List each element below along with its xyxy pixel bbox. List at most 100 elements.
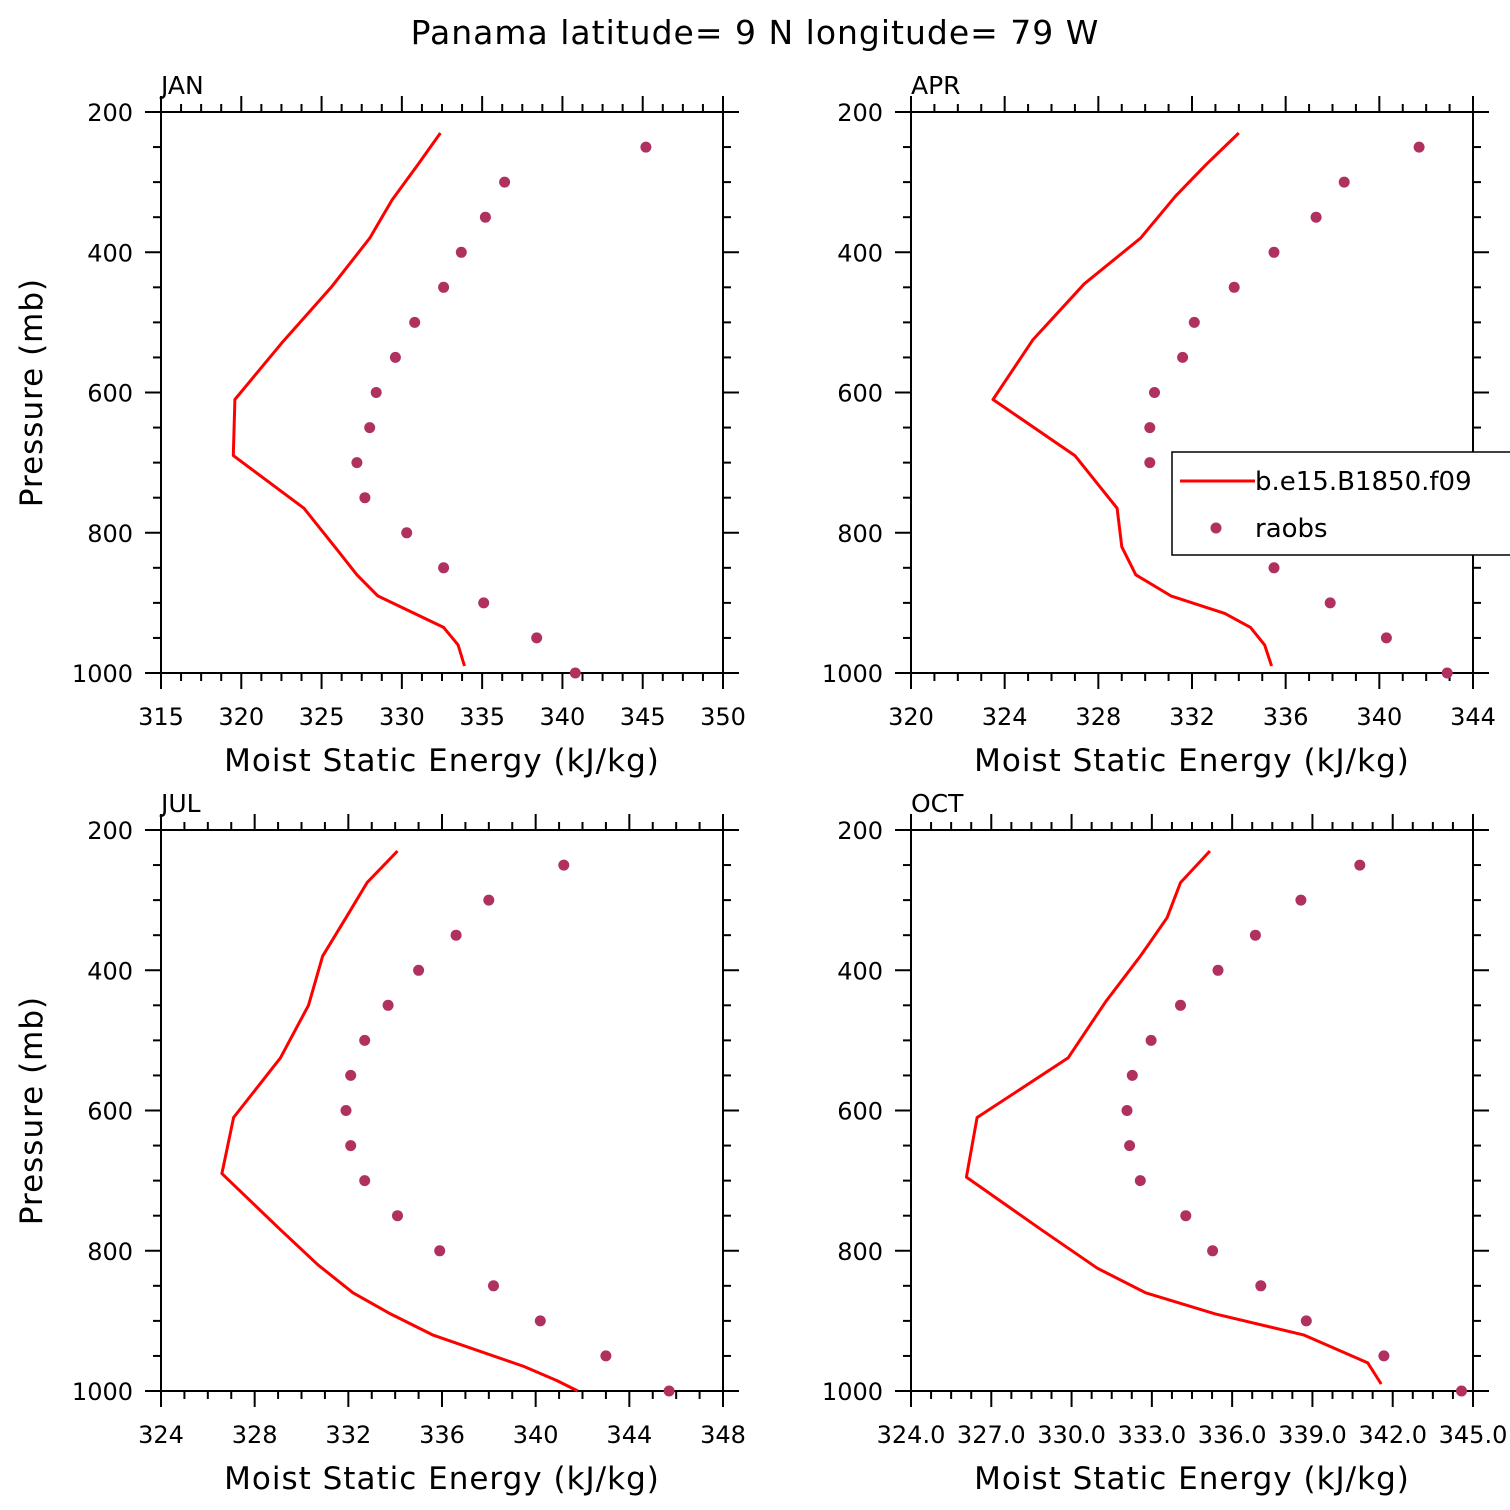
x-tick-label: 332 (325, 1421, 371, 1449)
raobs-point (1310, 211, 1322, 223)
raobs-point (1207, 1245, 1219, 1257)
x-tick-label: 330.0 (1037, 1421, 1106, 1449)
x-tick-label: 324 (982, 703, 1028, 731)
raobs-point (1180, 1210, 1192, 1222)
raobs-point (531, 632, 543, 644)
raobs-point (1380, 632, 1392, 644)
x-tick-label: 336 (1263, 703, 1309, 731)
x-tick-label: 320 (888, 703, 934, 731)
panel-month-label: JUL (159, 789, 201, 818)
y-tick-label: 800 (837, 1238, 883, 1266)
x-tick-label: 315 (138, 703, 184, 731)
raobs-point (345, 1140, 357, 1152)
x-tick-label: 345.0 (1439, 1421, 1508, 1449)
legend-model-label: b.e15.B1850.f09 (1255, 467, 1472, 497)
x-axis-label: Moist Static Energy (kJ/kg) (224, 1461, 660, 1497)
raobs-point (1338, 176, 1350, 188)
raobs-point (434, 1245, 446, 1257)
panel-oct: OCT 200 400 600 800 1000 324.0 327.0 330.0 333.0 3… (822, 789, 1507, 1497)
raobs-point (1441, 667, 1453, 679)
raobs-point (1126, 1069, 1138, 1081)
plot-frame (910, 111, 1474, 674)
y-tick-label: 200 (87, 99, 133, 127)
y-tick-label: 200 (837, 817, 883, 845)
raobs-point (1456, 1385, 1467, 1397)
raobs-point (1121, 1105, 1133, 1116)
x-axis-label: Moist Static Energy (kJ/kg) (974, 1461, 1410, 1497)
x-tick-label: 344 (1450, 703, 1496, 731)
raobs-point (401, 527, 413, 539)
raobs-point (479, 211, 491, 223)
raobs-point (1124, 1140, 1136, 1152)
y-tick-label: 400 (837, 239, 883, 267)
x-axis-label: Moist Static Energy (kJ/kg) (224, 743, 660, 779)
x-tick-label: 324.0 (877, 1421, 946, 1449)
raobs-point (1354, 859, 1366, 871)
y-tick-label: 200 (837, 99, 883, 127)
raobs-point (1212, 964, 1224, 976)
raobs-point (478, 597, 490, 609)
raobs-point (455, 246, 467, 258)
x-tick-label: 320 (218, 703, 264, 731)
x-tick-label: 336.0 (1198, 1421, 1267, 1449)
panel-month-label: JAN (159, 71, 204, 100)
raobs-point (345, 1069, 357, 1081)
y-axis-label: Pressure (mb) (14, 996, 50, 1225)
raobs-point (1378, 1350, 1390, 1362)
y-tick-label: 600 (87, 380, 133, 408)
y-axis-label: Pressure (mb) (14, 278, 50, 507)
y-tick-label: 600 (837, 380, 883, 408)
raobs-point (640, 141, 652, 153)
raobs-point (1255, 1280, 1267, 1292)
raobs-point (1134, 1175, 1146, 1187)
model-series-line (964, 849, 1383, 1385)
raobs-point (389, 351, 401, 363)
raobs-point (600, 1350, 612, 1362)
raobs-point (1144, 457, 1156, 469)
raobs-point (1177, 351, 1189, 363)
raobs-point (1175, 999, 1186, 1011)
raobs-point (1149, 387, 1160, 398)
x-tick-label: 327.0 (957, 1421, 1026, 1449)
x-tick-label: 328 (1075, 703, 1121, 731)
y-tick-label: 1000 (822, 660, 883, 688)
raobs-point (569, 667, 581, 679)
y-tick-label: 400 (837, 957, 883, 985)
x-tick-label: 344 (606, 1421, 652, 1449)
model-series-line (991, 131, 1274, 667)
x-tick-label: 339.0 (1278, 1421, 1347, 1449)
x-tick-label: 333.0 (1117, 1421, 1186, 1449)
legend-obs-swatch (1210, 522, 1222, 534)
raobs-point (1300, 1315, 1312, 1327)
raobs-point (382, 999, 394, 1011)
raobs-point (438, 562, 450, 574)
raobs-point (558, 859, 570, 871)
raobs-point (340, 1105, 352, 1116)
raobs-point (450, 929, 462, 941)
legend: b.e15.B1850.f09 raobs (1171, 451, 1510, 556)
raobs-point (499, 176, 511, 188)
panel-month-label: APR (911, 71, 961, 100)
raobs-point (483, 894, 495, 906)
x-tick-label: 330 (379, 703, 425, 731)
panel-month-label: OCT (911, 789, 964, 818)
legend-obs-label: raobs (1255, 514, 1328, 544)
y-tick-label: 600 (837, 1098, 883, 1126)
x-tick-label: 325 (299, 703, 345, 731)
legend-box (1171, 451, 1510, 556)
x-tick-label: 328 (232, 1421, 278, 1449)
x-tick-label: 332 (1169, 703, 1215, 731)
raobs-point (1268, 246, 1280, 258)
raobs-point (1188, 316, 1200, 328)
x-tick-label: 345 (620, 703, 666, 731)
raobs-point (1324, 597, 1336, 609)
raobs-point (351, 457, 363, 469)
x-tick-label: 340 (540, 703, 586, 731)
x-tick-label: 348 (700, 1421, 746, 1449)
raobs-point (1413, 141, 1425, 153)
raobs-point (488, 1280, 499, 1292)
